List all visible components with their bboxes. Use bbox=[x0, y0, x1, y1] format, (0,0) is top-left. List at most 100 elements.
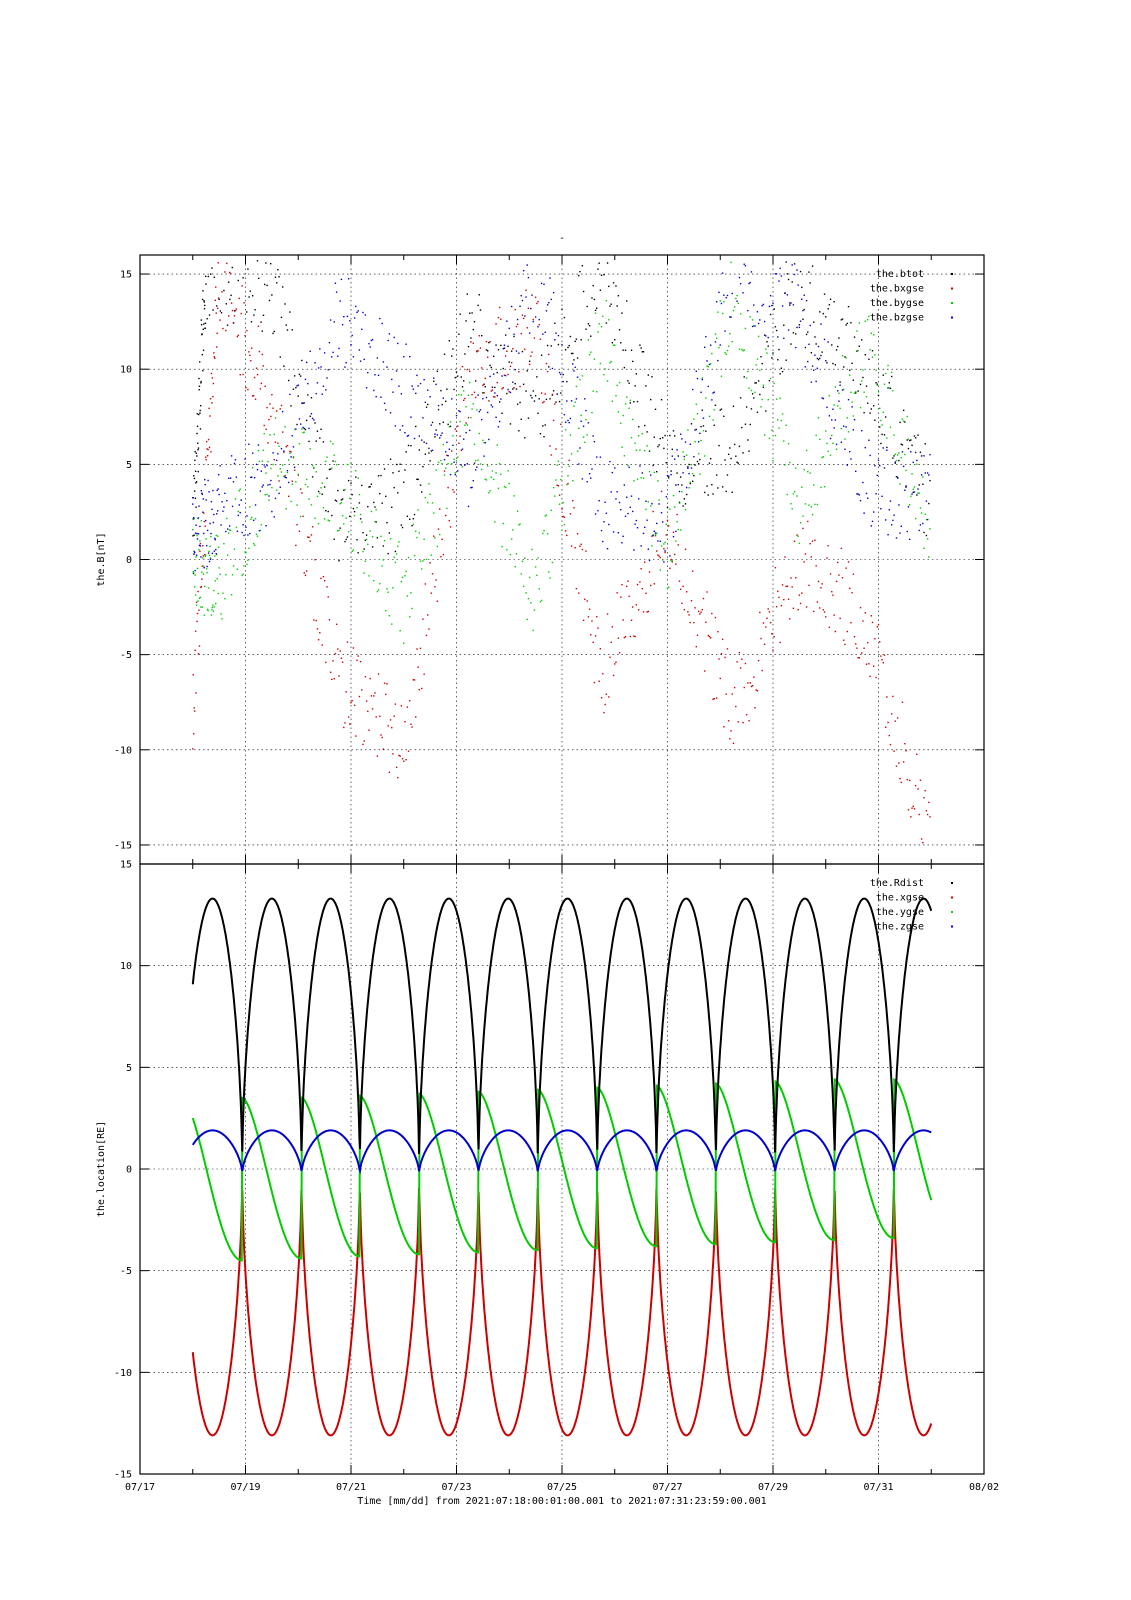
the-btot-point bbox=[819, 311, 821, 313]
the-bxgse-point bbox=[581, 548, 584, 551]
bottom-panel-legend-swatch bbox=[951, 911, 953, 913]
the-bzgse-point bbox=[568, 421, 570, 424]
the-btot-point bbox=[403, 481, 405, 483]
the-bxgse-point bbox=[556, 484, 558, 486]
the-btot-point bbox=[533, 400, 536, 402]
the-bzgse-point bbox=[296, 385, 298, 387]
the-bzgse-point bbox=[260, 470, 263, 472]
the-bzgse-point bbox=[874, 465, 876, 467]
the-bygse-point bbox=[194, 574, 196, 576]
the-bzgse-point bbox=[563, 413, 566, 416]
the-bzgse-point bbox=[303, 402, 305, 404]
the-bxgse-point bbox=[200, 585, 203, 588]
the-bzgse-point bbox=[358, 349, 361, 351]
the-bxgse-point bbox=[729, 738, 731, 740]
the-bygse-point bbox=[645, 508, 647, 511]
the-bxgse-point bbox=[552, 419, 555, 422]
the-bxgse-point bbox=[545, 362, 548, 365]
the-bxgse-point bbox=[582, 619, 585, 621]
the-bygse-point bbox=[492, 478, 495, 481]
the-bygse-point bbox=[618, 381, 621, 384]
the-bxgse-point bbox=[196, 612, 199, 615]
the-bzgse-point bbox=[427, 389, 429, 391]
the-btot-point bbox=[391, 506, 393, 508]
the-bygse-point bbox=[279, 468, 281, 470]
the-bygse-point bbox=[778, 427, 780, 429]
the-bxgse-point bbox=[918, 813, 920, 816]
the-bygse-point bbox=[459, 420, 461, 423]
the-bxgse-point bbox=[755, 689, 757, 691]
the-bygse-point bbox=[200, 520, 203, 522]
the-bzgse-point bbox=[352, 356, 355, 358]
the-bzgse-point bbox=[331, 356, 333, 358]
the-bygse-point bbox=[887, 364, 889, 367]
the-bygse-point bbox=[235, 526, 238, 529]
the-bzgse-point bbox=[269, 483, 271, 486]
the-bxgse-point bbox=[358, 695, 361, 698]
the-bzgse-point bbox=[428, 447, 430, 450]
the-bzgse-point bbox=[832, 408, 834, 410]
the-bxgse-point bbox=[492, 395, 495, 398]
the-bxgse-point bbox=[291, 480, 293, 482]
the-bygse-point bbox=[381, 565, 383, 567]
the-bzgse-point bbox=[319, 348, 321, 350]
the-btot-point bbox=[203, 308, 206, 310]
the-bzgse-point bbox=[465, 431, 467, 434]
the-bxgse-point bbox=[379, 715, 381, 717]
the-bzgse-point bbox=[590, 477, 592, 479]
the-bzgse-point bbox=[370, 339, 373, 342]
the-btot-point bbox=[200, 324, 203, 326]
the-bygse-point bbox=[526, 618, 528, 621]
the-btot-point bbox=[491, 386, 494, 388]
the-bygse-point bbox=[832, 442, 834, 444]
the-btot-point bbox=[304, 428, 307, 431]
the-bzgse-point bbox=[474, 469, 477, 471]
the-bygse-point bbox=[430, 554, 433, 556]
the-bxgse-point bbox=[490, 390, 492, 392]
the-bygse-point bbox=[671, 559, 673, 561]
the-bzgse-point bbox=[913, 491, 916, 493]
the-bygse-point bbox=[576, 450, 579, 452]
the-bxgse-point bbox=[557, 485, 560, 487]
the-btot-point bbox=[323, 486, 326, 488]
the-bygse-point bbox=[634, 442, 636, 444]
the-btot-point bbox=[546, 344, 549, 347]
the-bygse-point bbox=[693, 418, 695, 420]
the-bxgse-point bbox=[199, 550, 201, 553]
the-bzgse-point bbox=[654, 532, 657, 534]
the-bzgse-point bbox=[684, 441, 687, 443]
the-btot-point bbox=[200, 382, 202, 384]
the-btot-point bbox=[790, 343, 792, 345]
the-bygse-point bbox=[496, 444, 498, 446]
the-btot-point bbox=[810, 351, 813, 354]
the-bxgse-point bbox=[211, 377, 214, 379]
the-bxgse-point bbox=[194, 630, 197, 632]
the-bzgse-point bbox=[209, 522, 211, 525]
the-bxgse-point bbox=[850, 621, 852, 624]
the-btot-point bbox=[883, 434, 886, 436]
the-bzgse-point bbox=[193, 551, 196, 554]
the-bzgse-point bbox=[624, 515, 627, 518]
the-bxgse-point bbox=[664, 551, 666, 554]
the-bzgse-point bbox=[575, 398, 578, 400]
the-bzgse-point bbox=[328, 341, 331, 344]
the-btot-point bbox=[550, 345, 552, 347]
the-bxgse-point bbox=[257, 325, 260, 328]
the-bygse-point bbox=[209, 557, 212, 559]
xtick-label: 07/25 bbox=[547, 1482, 577, 1493]
the-bygse-point bbox=[763, 434, 766, 436]
the-bzgse-point bbox=[877, 459, 880, 461]
the-btot-point bbox=[465, 320, 467, 322]
the-btot-point bbox=[862, 376, 864, 379]
the-bxgse-point bbox=[561, 508, 563, 510]
the-bxgse-point bbox=[327, 596, 329, 598]
the-bxgse-point bbox=[875, 676, 877, 679]
the-bzgse-point bbox=[400, 393, 403, 395]
the-btot-point bbox=[494, 386, 496, 389]
the-btot-point bbox=[689, 482, 691, 485]
the-bzgse-point bbox=[448, 448, 451, 450]
the-bzgse-point bbox=[748, 282, 750, 285]
the-bxgse-point bbox=[822, 609, 825, 611]
the-bzgse-point bbox=[815, 380, 817, 383]
the-bxgse-point bbox=[689, 621, 691, 624]
